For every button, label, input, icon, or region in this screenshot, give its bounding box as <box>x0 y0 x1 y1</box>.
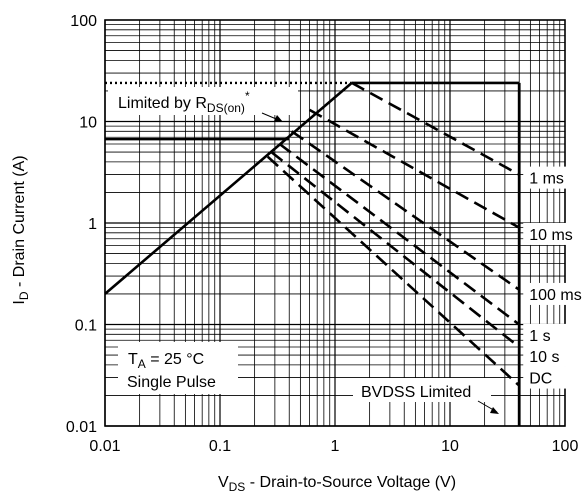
x-tick-label: 0.01 <box>89 438 120 455</box>
y-tick-label: 0.01 <box>66 419 97 436</box>
series-label-bg <box>523 323 585 346</box>
chart-curves <box>104 81 521 426</box>
series-label: 100 ms <box>529 287 581 304</box>
rdson-limit-line <box>104 81 353 295</box>
series-label: DC <box>529 371 552 388</box>
rdson-label: Limited by RDS(on)* <box>118 89 250 115</box>
soa-curve-100-ms <box>290 130 520 291</box>
soa-curve-10-s <box>270 151 521 349</box>
series-label: 10 ms <box>529 227 573 244</box>
conditions-bg <box>118 342 238 394</box>
rdson-arrow-head <box>274 115 283 122</box>
series-label-bg <box>523 366 585 389</box>
soa-curve-1-ms <box>351 81 520 176</box>
condition-temperature: TA = 25 °C <box>128 351 204 371</box>
y-tick-label: 1 <box>88 216 97 233</box>
rdson-label-bg <box>108 87 298 115</box>
x-tick-label: 0.1 <box>209 438 231 455</box>
series-label-bg <box>523 282 585 305</box>
series-label-bg <box>523 344 585 367</box>
bvdss-label-bg <box>353 378 491 402</box>
y-tick-label: 0.1 <box>75 318 97 335</box>
soa-curve-1-s <box>278 142 520 326</box>
y-tick-label: 10 <box>79 115 97 132</box>
x-tick-label: 10 <box>441 438 459 455</box>
tick-labels: 0.01 0.1 1 10 100 0.01 0.1 1 10 100 <box>66 13 579 455</box>
y-tick-label: 100 <box>70 13 97 30</box>
series-label-bg <box>523 222 585 245</box>
condition-single-pulse: Single Pulse <box>127 374 216 391</box>
series-label: 1 ms <box>529 171 564 188</box>
series-label: 1 s <box>529 328 550 345</box>
x-tick-label: 100 <box>552 438 579 455</box>
y-axis-label: ID - Drain Current (A) <box>11 155 31 304</box>
bvdss-arrow-head <box>490 407 499 414</box>
chart-annotations: Limited by RDS(on)* TA = 25 °C Single Pu… <box>108 87 499 414</box>
x-axis-label: VDS - Drain-to-Source Voltage (V) <box>218 474 456 494</box>
bvdss-label: BVDSS Limited <box>361 384 471 401</box>
x-tick-label: 1 <box>331 438 340 455</box>
series-labels: 1 ms 10 ms 100 ms 1 s 10 s DC <box>523 166 585 389</box>
soa-curve-DC <box>266 155 521 387</box>
series-label: 10 s <box>529 349 559 366</box>
series-label-bg <box>523 166 585 189</box>
soa-curve-10-ms <box>308 108 520 229</box>
